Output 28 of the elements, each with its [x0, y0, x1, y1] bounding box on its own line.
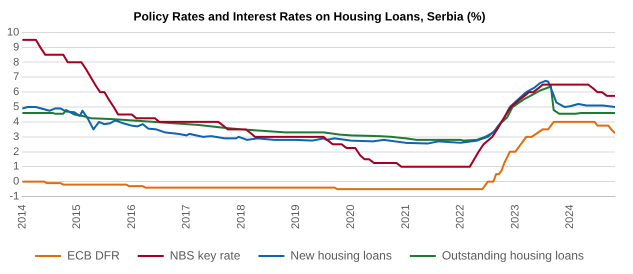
x-tick-label: 2015 — [71, 204, 84, 230]
legend-label: Outstanding housing loans — [442, 248, 584, 262]
y-tick-label: 8 — [13, 56, 20, 68]
y-tick-label: 0 — [13, 176, 20, 188]
y-tick-label: 10 — [6, 26, 20, 38]
x-tick-label: 2021 — [400, 204, 412, 230]
legend-label: NBS key rate — [170, 248, 241, 262]
x-tick-label: 2020 — [344, 204, 357, 230]
y-tick-label: 1 — [13, 160, 20, 173]
legend-label: New housing loans — [290, 248, 392, 262]
y-tick-label: -1 — [9, 190, 20, 203]
x-tick-label: 2014 — [16, 204, 28, 230]
y-tick-label: 6 — [13, 86, 20, 98]
x-tick-label: 2019 — [290, 204, 302, 230]
x-tick-label: 2022 — [454, 204, 467, 230]
legend-label: ECB DFR — [67, 248, 120, 262]
y-tick-label: 9 — [13, 41, 20, 54]
x-tick-label: 2023 — [509, 204, 522, 230]
y-tick-label: 5 — [13, 101, 20, 114]
chart-title: Policy Rates and Interest Rates on Housing Loans, Serbia (%) — [133, 10, 486, 24]
y-tick-label: 4 — [13, 116, 20, 128]
x-tick-label: 2017 — [180, 204, 193, 230]
x-tick-label: 2016 — [126, 204, 138, 230]
y-tick-label: 7 — [13, 71, 20, 84]
y-tick-label: 2 — [13, 146, 20, 158]
x-tick-label: 2018 — [235, 204, 248, 230]
x-tick-label: 2024 — [564, 204, 576, 230]
y-tick-label: 3 — [13, 130, 20, 143]
